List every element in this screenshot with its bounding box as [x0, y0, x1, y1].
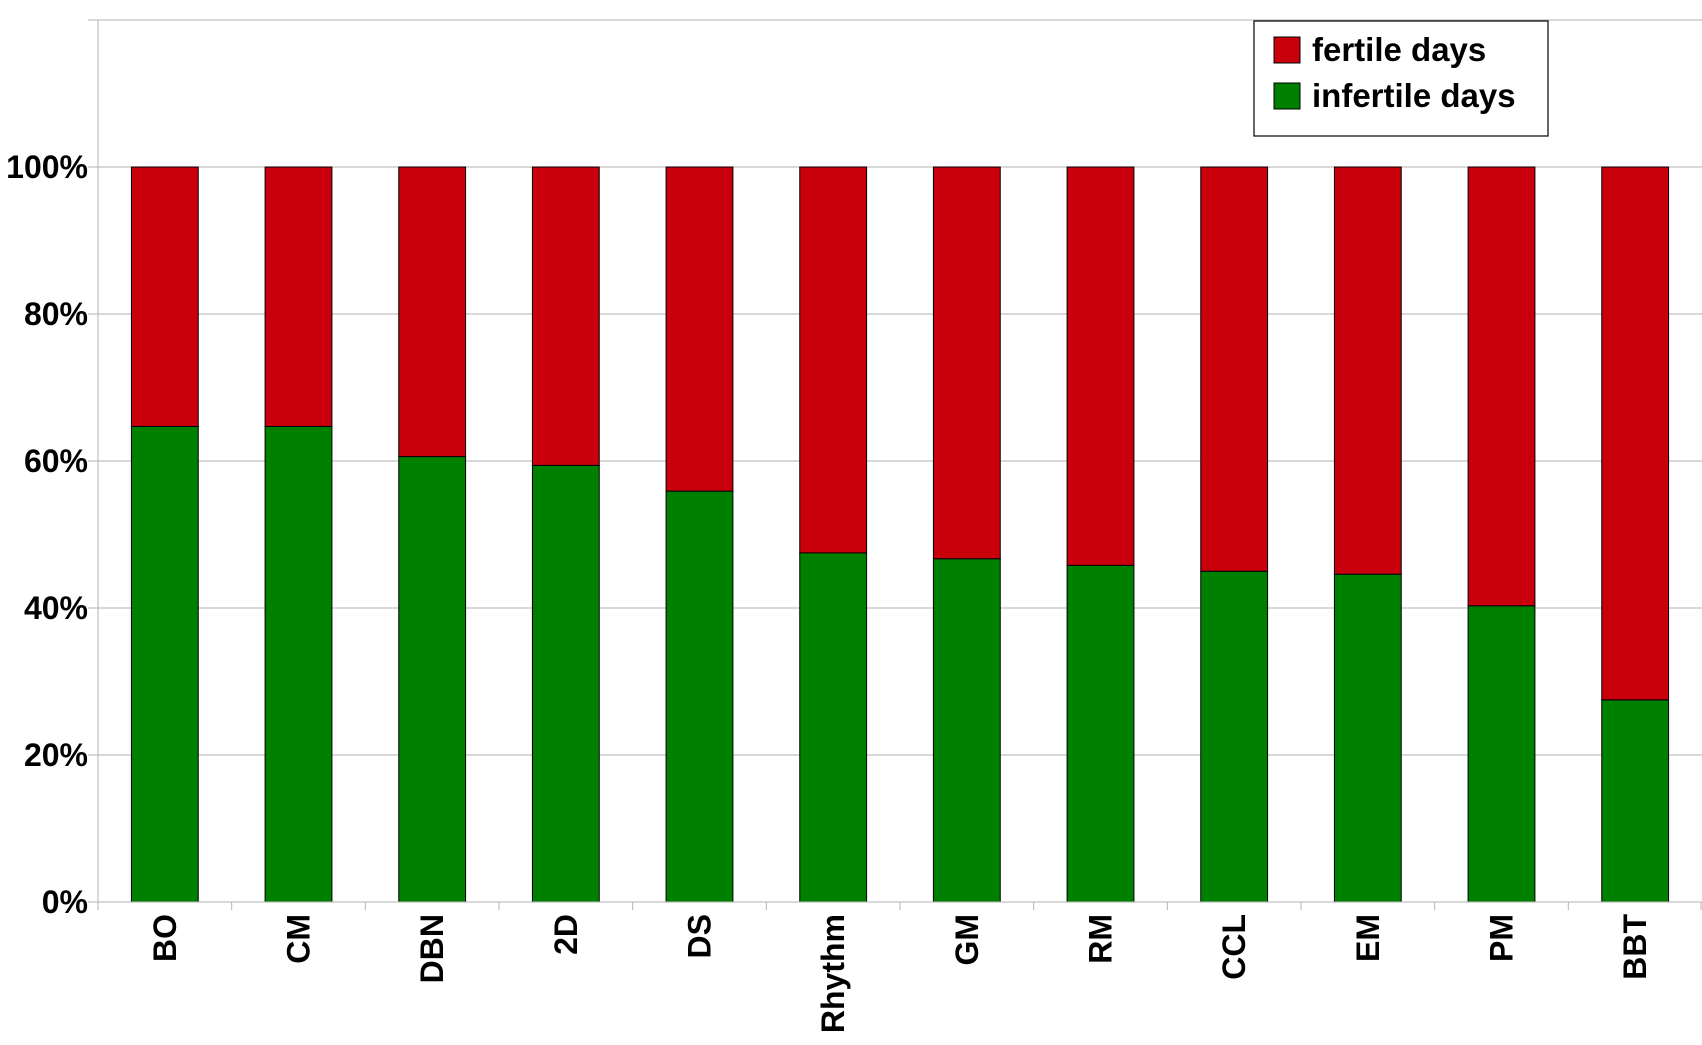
y-tick-label: 60% — [24, 443, 88, 479]
y-tick-label: 20% — [24, 737, 88, 773]
bar-infertile-BO — [130, 425, 199, 903]
bar-infertile-DBN — [398, 456, 467, 903]
x-tick-label: PM — [1484, 914, 1520, 962]
bar-infertile-CCL — [1200, 570, 1269, 903]
axes — [88, 20, 1702, 910]
legend: fertile days infertile days — [1253, 20, 1549, 137]
legend-label: infertile days — [1312, 77, 1516, 114]
bar-fertile-DS — [665, 166, 734, 492]
legend-box — [1253, 20, 1549, 137]
y-tick-label: 40% — [24, 590, 88, 626]
bar-infertile-2D — [531, 464, 600, 903]
bar-fertile-CCL — [1200, 166, 1269, 572]
bar-infertile-CM — [264, 425, 333, 903]
y-axis-tick-labels: 0% 20% 40% 60% 80% 100% — [6, 149, 88, 920]
y-tick-label: 0% — [42, 884, 88, 920]
legend-label: fertile days — [1312, 31, 1486, 68]
bar-infertile-RM — [1066, 564, 1135, 903]
x-axis-tick-labels: BO CM DBN 2D DS Rhythm GM RM CCL EM PM BBT — [147, 914, 1653, 1034]
x-tick-label: BBT — [1617, 914, 1653, 980]
y-tick-label: 100% — [6, 149, 88, 185]
x-tick-label: Rhythm — [815, 914, 851, 1033]
bar-infertile-BBT — [1601, 699, 1670, 903]
x-tick-label: 2D — [548, 914, 584, 955]
bar-infertile-Rhythm — [799, 552, 868, 903]
x-tick-label: RM — [1083, 914, 1119, 964]
x-tick-label: EM — [1350, 914, 1386, 962]
bar-infertile-GM — [932, 558, 1001, 903]
bar-fertile-GM — [932, 166, 1001, 560]
bar-fertile-DBN — [398, 166, 467, 458]
legend-swatch — [1273, 82, 1301, 110]
bar-fertile-EM — [1333, 166, 1402, 575]
bar-fertile-PM — [1467, 166, 1536, 607]
bar-fertile-RM — [1066, 166, 1135, 566]
bars — [130, 166, 1670, 903]
bar-fertile-BO — [130, 166, 199, 427]
bar-fertile-Rhythm — [799, 166, 868, 554]
bar-infertile-PM — [1467, 605, 1536, 903]
x-tick-label: CCL — [1216, 914, 1252, 980]
x-tick-label: DS — [682, 914, 718, 958]
bar-infertile-EM — [1333, 573, 1402, 903]
bar-fertile-CM — [264, 166, 333, 427]
bar-infertile-DS — [665, 490, 734, 903]
bar-fertile-BBT — [1601, 166, 1670, 701]
legend-swatch — [1273, 36, 1301, 64]
x-tick-label: CM — [281, 914, 317, 964]
x-tick-label: BO — [147, 914, 183, 962]
y-tick-label: 80% — [24, 296, 88, 332]
x-tick-label: DBN — [414, 914, 450, 983]
x-tick-label: GM — [949, 914, 985, 966]
bar-fertile-2D — [531, 166, 600, 466]
